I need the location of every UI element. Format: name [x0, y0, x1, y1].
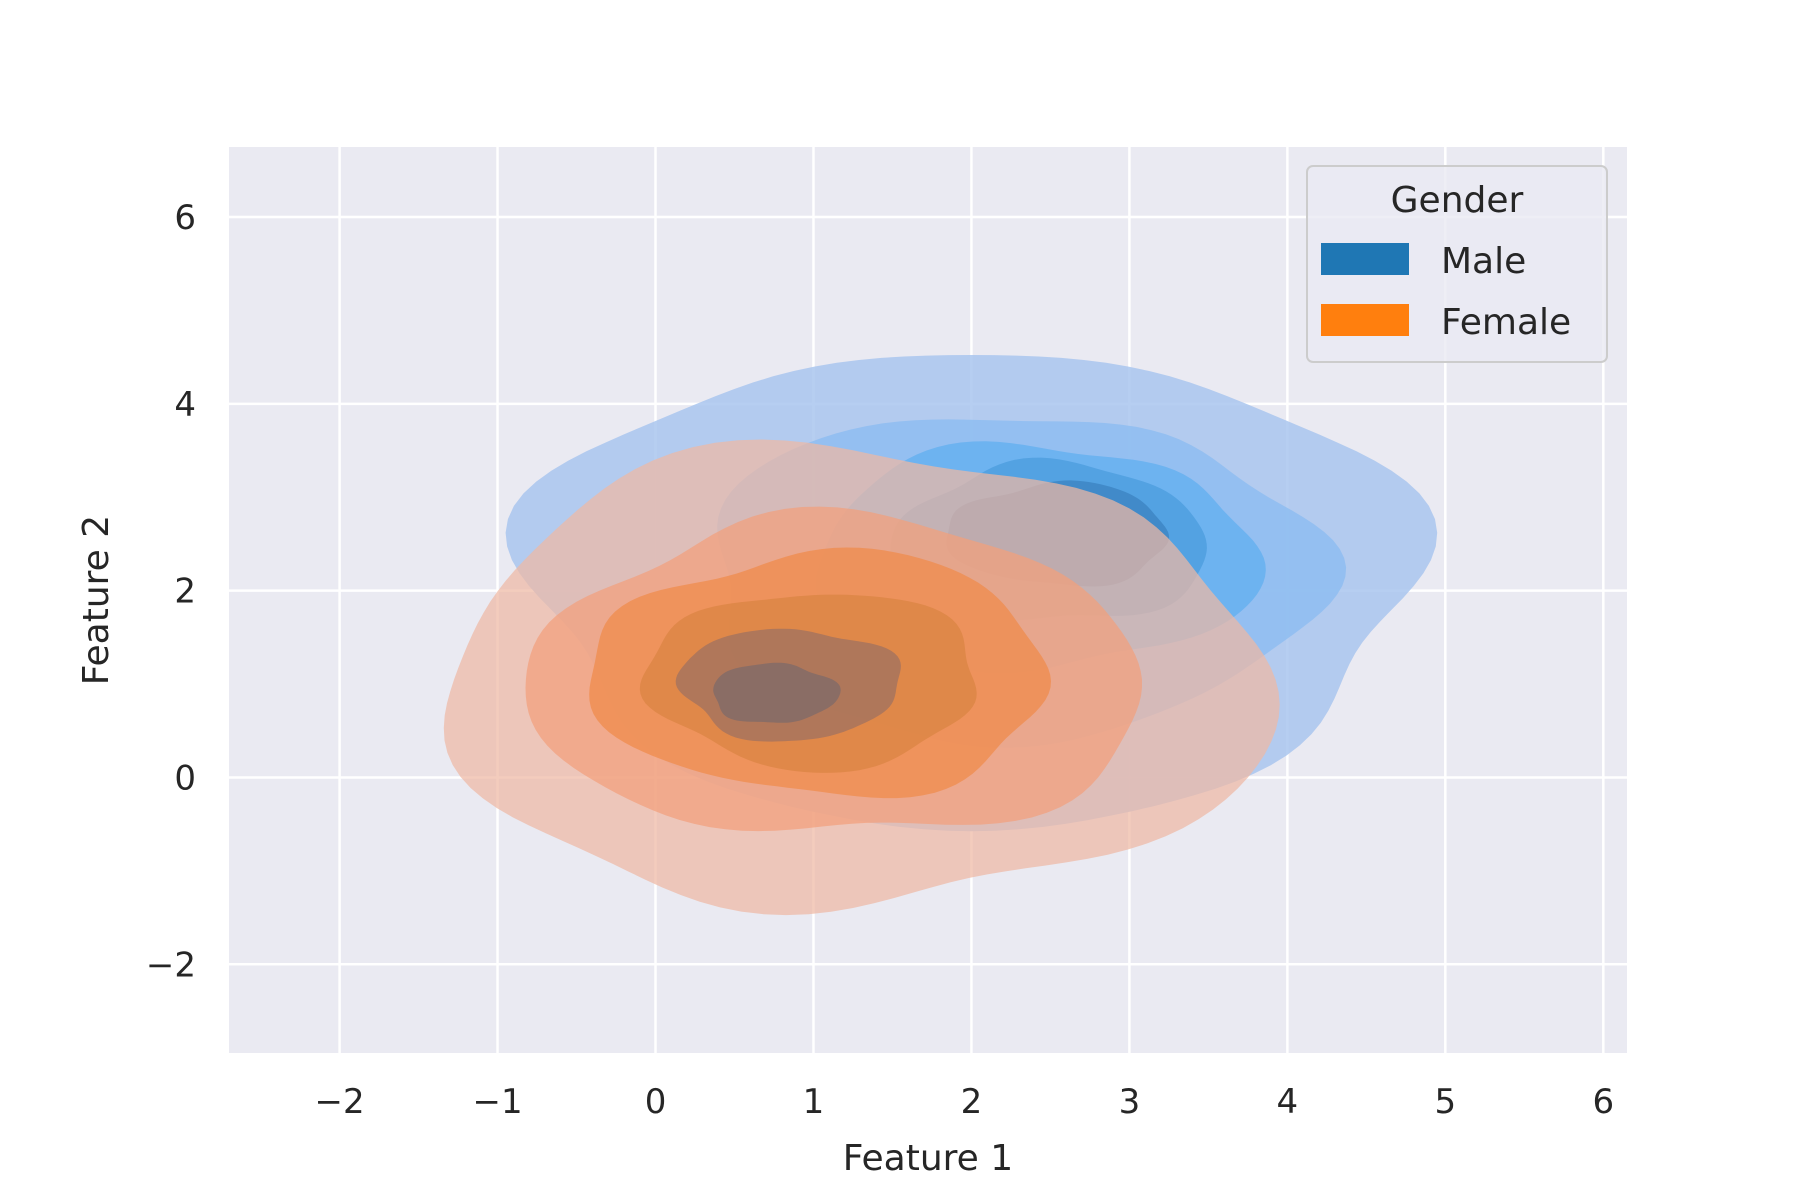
x-tick-label: 2: [961, 1082, 983, 1122]
y-tick-label: −2: [146, 945, 196, 985]
y-tick-label: 4: [174, 385, 196, 425]
legend-label-male: Male: [1441, 241, 1526, 282]
x-tick-label: 6: [1592, 1082, 1614, 1122]
x-tick-label: 0: [645, 1082, 667, 1122]
y-tick-label: 0: [174, 758, 196, 798]
x-tick-label: 5: [1435, 1082, 1457, 1122]
x-tick-label: 3: [1119, 1082, 1141, 1122]
x-tick-labels: −2 −1 0 1 2 3 4 5 6: [315, 1082, 1615, 1122]
y-tick-label: 2: [174, 572, 196, 612]
x-tick-label: −1: [472, 1082, 522, 1122]
legend: Gender Male Female: [1306, 165, 1608, 363]
x-tick-label: 4: [1277, 1082, 1299, 1122]
legend-label-female: Female: [1441, 302, 1571, 343]
y-tick-labels: −2 0 2 4 6: [146, 198, 196, 985]
y-tick-label: 6: [174, 198, 196, 238]
y-axis-title: Feature 2: [76, 515, 117, 685]
density-contours: [443, 355, 1438, 916]
x-axis-title: Feature 1: [843, 1138, 1013, 1179]
legend-title: Gender: [1391, 180, 1524, 221]
x-tick-label: −2: [315, 1082, 365, 1122]
density-level-female-6: [713, 662, 841, 723]
legend-swatch-male: [1321, 243, 1409, 275]
legend-swatch-female: [1321, 304, 1409, 336]
kde-series-female: [443, 439, 1280, 916]
x-tick-label: 1: [803, 1082, 825, 1122]
